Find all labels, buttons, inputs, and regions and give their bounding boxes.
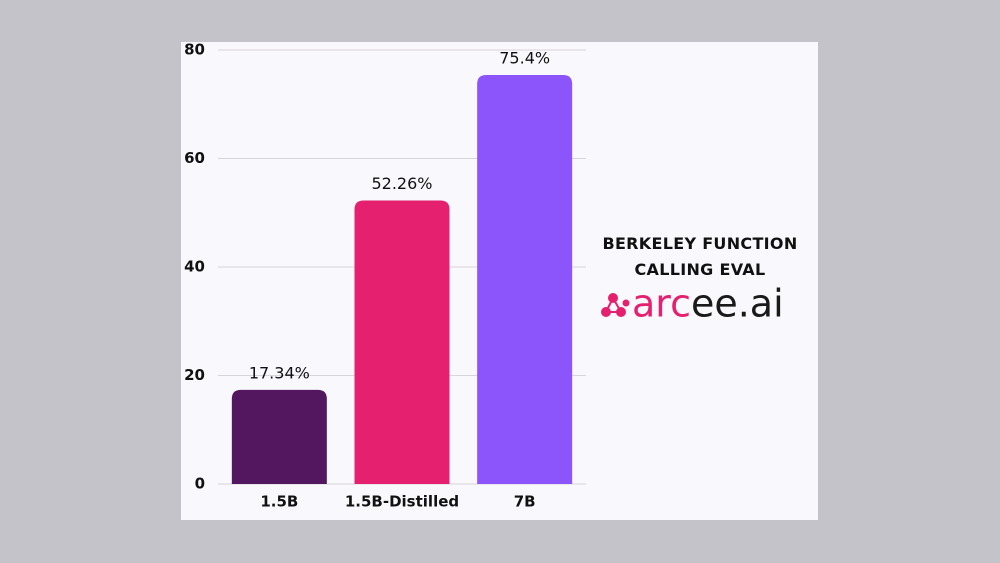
x-tick-label: 7B — [514, 493, 536, 511]
brand: arcee.ai — [632, 282, 784, 326]
brand-icon — [601, 293, 630, 317]
x-tick-label: 1.5B-Distilled — [345, 493, 459, 511]
value-label: 17.34% — [249, 363, 310, 382]
bar — [477, 74, 573, 484]
y-tick-label: 60 — [184, 149, 205, 167]
bar — [354, 200, 450, 484]
y-tick-label: 40 — [184, 258, 205, 276]
y-tick-label: 0 — [195, 475, 205, 493]
value-label: 75.4% — [499, 48, 550, 67]
value-label: 52.26% — [371, 174, 432, 193]
y-tick-label: 80 — [184, 41, 205, 59]
chart-title: BERKELEY FUNCTION CALLING EVAL — [602, 234, 798, 279]
bar — [231, 389, 327, 484]
y-tick-label: 20 — [184, 366, 205, 384]
x-tick-label: 1.5B — [260, 493, 298, 511]
